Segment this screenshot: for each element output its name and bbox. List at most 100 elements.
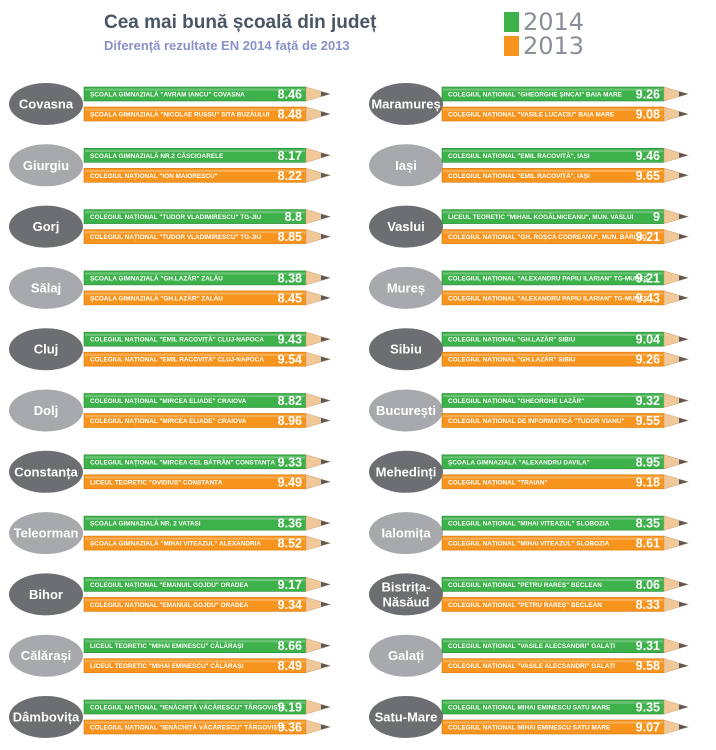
- bihor-2013-pencil-wood: [305, 597, 332, 612]
- bihor-2013-pencil-highlight: [85, 598, 305, 602]
- gorj-2013-school-label: COLEGIUL NAȚIONAL "TUDOR VLADIMIRESCU" T…: [90, 234, 262, 241]
- county-badge-salaj: [9, 266, 83, 309]
- dolj-2013-school-label: COLEGIUL NAȚIONAL "MIRCEA ELIADE" CRAIOV…: [90, 418, 247, 425]
- covasna-2014-pencil-wood: [305, 86, 332, 102]
- ialomita-2014-pencil-wood: [663, 515, 690, 531]
- bucuresti-2013-pencil-lead: [679, 417, 688, 424]
- bihor-2014-school-label: COLEGIUL NAȚIONAL "EMANUIL GOJDU" ORADEA: [90, 582, 249, 589]
- mures-2013-pencil-highlight: [443, 292, 663, 295]
- teleorman-2014-pencil-lead: [321, 520, 330, 526]
- covasna-2014-pencil-lead: [321, 91, 330, 97]
- teleorman-2014-pencil-highlight: [85, 517, 305, 520]
- mehedinti-2013-pencil-wood: [663, 474, 690, 490]
- ialomita-2014-value-label: 8.35: [636, 517, 660, 531]
- bihor-2014-value-label: 9.17: [278, 578, 302, 592]
- bucuresti-2013-school-label: COLEGIUL NAȚIONAL DE INFORMATICĂ "TUDOR …: [448, 416, 624, 425]
- gorj-2013-pencil-wood: [305, 229, 332, 245]
- cluj-2013-school-label: COLEGIUL NAȚIONAL "EMIL RACOVIȚĂ" CLUJ-N…: [90, 355, 264, 364]
- iasi-2013-pencil-lead: [679, 172, 688, 178]
- vaslui-2014-school-label: LICEUL TEORETIC "MIHAIL KOGĂLNICEANU", M…: [448, 212, 634, 221]
- gorj-2014-school-label: COLEGIUL NAȚIONAL "TUDOR VLADIMIRESCU" T…: [90, 214, 262, 221]
- county-label-cluj: Cluj: [34, 342, 59, 357]
- mures-2013-pencil-lead: [679, 295, 688, 301]
- galati-2014-pencil-highlight: [443, 640, 663, 643]
- constanta-2014-pencil-highlight: [85, 456, 305, 459]
- giurgiu-2014-pencil-lead: [321, 152, 330, 158]
- dambovita-2013-pencil-lead: [321, 724, 330, 730]
- giurgiu-2014-value-label: 8.17: [278, 149, 302, 163]
- satu-mare-2014-pencil-lead: [679, 704, 688, 710]
- county-badge-mehedinti: [369, 450, 443, 493]
- mures-2014-school-label: COLEGIUL NAȚIONAL "ALEXANDRU PAPIU ILARI…: [448, 275, 649, 282]
- giurgiu-2014-pencil-wood: [305, 147, 332, 163]
- dolj-2014-pencil-highlight: [85, 395, 305, 398]
- satu-mare-2014-school-label: COLEGIUL NAȚIONAL MIHAI EMINESCU SATU MA…: [448, 705, 611, 712]
- calarasi-2014-pencil-highlight: [85, 640, 305, 643]
- vaslui-2013-pencil-wood: [663, 229, 690, 245]
- bistrita-nasaud-2014-pencil-lead: [679, 581, 688, 587]
- calarasi-2013-pencil-highlight: [85, 660, 305, 663]
- county-badge-bihor: [9, 573, 83, 616]
- galati-2013-pencil-lead: [679, 663, 688, 669]
- salaj-2014-pencil-highlight: [85, 272, 305, 275]
- dambovita-2013-pencil-highlight: [85, 721, 305, 724]
- constanta-2013-pencil-lead: [321, 479, 330, 485]
- mures-2013-school-label: COLEGIUL NAȚIONAL "ALEXANDRU PAPIU ILARI…: [448, 295, 649, 302]
- gorj-2013-value-label: 8.85: [278, 230, 302, 244]
- legend: 2014 2013: [504, 10, 594, 60]
- county-badge-iasi: [369, 144, 443, 187]
- county-badge-gorj: [9, 205, 83, 248]
- county-label-calarasi: Călărași: [21, 648, 72, 663]
- legend-swatch-2013: [504, 36, 519, 56]
- iasi-2013-pencil-wood: [663, 167, 690, 183]
- mures-2014-value-label: 9.21: [636, 271, 660, 285]
- bistrita-nasaud-2014-pencil-wood: [663, 577, 690, 592]
- ialomita-2013-school-label: COLEGIUL NAȚIONAL "MIHAI VITEAZUL" SLOBO…: [448, 541, 610, 548]
- county-badge-sibiu: [369, 328, 443, 371]
- chart-title: Cea mai bună școală din județ: [104, 12, 377, 33]
- salaj-2013-value-label: 8.45: [278, 291, 302, 305]
- cluj-2013-value-label: 9.54: [278, 353, 302, 367]
- mehedinti-2014-pencil-lead: [679, 459, 688, 465]
- maramures-2013-pencil-lead: [679, 111, 688, 117]
- county-badge-maramures: [369, 83, 443, 125]
- covasna-2013-pencil-highlight: [85, 108, 305, 111]
- bistrita-nasaud-2013-pencil-lead: [679, 601, 688, 607]
- vaslui-2013-pencil-lead: [679, 234, 688, 240]
- sibiu-2013-value-label: 9.26: [636, 353, 660, 367]
- covasna-2013-pencil-wood: [305, 106, 332, 122]
- county-badge-satu-mare: [369, 696, 443, 738]
- bucuresti-2014-pencil-highlight: [443, 395, 663, 398]
- galati-2014-school-label: COLEGIUL NAȚIONAL "VASILE ALECSANDRI" GA…: [448, 643, 615, 650]
- satu-mare-2014-value-label: 9.35: [636, 701, 660, 715]
- covasna-2014-pencil-highlight: [85, 88, 305, 91]
- bistrita-nasaud-2014-value-label: 8.06: [636, 578, 660, 592]
- mehedinti-2014-pencil-highlight: [443, 456, 663, 459]
- bucuresti-2013-pencil-wood: [663, 413, 690, 428]
- county-label-covasna: Covasna: [19, 97, 74, 112]
- county-label-bihor: Bihor: [29, 587, 63, 602]
- sibiu-2013-pencil-highlight: [443, 353, 663, 356]
- dambovita-2014-value-label: 9.19: [278, 701, 302, 715]
- cluj-2013-pencil-wood: [305, 351, 332, 367]
- covasna-2014-value-label: 8.46: [278, 88, 302, 102]
- maramures-2013-value-label: 9.08: [636, 108, 660, 122]
- cluj-2013-pencil-lead: [321, 356, 330, 362]
- county-badge-mures: [369, 266, 443, 309]
- constanta-2013-pencil-wood: [305, 474, 332, 490]
- bihor-2013-value-label: 9.34: [278, 598, 302, 612]
- cluj-2014-value-label: 9.43: [278, 333, 302, 347]
- bistrita-nasaud-2014-pencil-highlight: [443, 578, 663, 582]
- bistrita-nasaud-2014-school-label: COLEGIUL NAȚIONAL "PETRU RAREȘ" BECLEAN: [448, 582, 602, 589]
- giurgiu-2013-pencil-wood: [305, 167, 332, 183]
- galati-2013-value-label: 9.58: [636, 659, 660, 673]
- bucuresti-2014-pencil-lead: [679, 397, 688, 404]
- dambovita-2014-school-label: COLEGIUL NAȚIONAL "IENĂCHIȚĂ VĂCĂRESCU" …: [90, 703, 287, 712]
- sibiu-2014-pencil-wood: [663, 331, 690, 347]
- sibiu-2014-school-label: COLEGIUL NAȚIONAL "GH.LAZĂR" SIBIU: [448, 335, 576, 344]
- calarasi-2014-pencil-wood: [305, 638, 332, 654]
- county-label-teleorman: Teleorman: [14, 526, 79, 541]
- ialomita-2014-school-label: COLEGIUL NAȚIONAL "MIHAI VITEAZUL" SLOBO…: [448, 521, 610, 528]
- county-badge-ialomita: [369, 512, 443, 555]
